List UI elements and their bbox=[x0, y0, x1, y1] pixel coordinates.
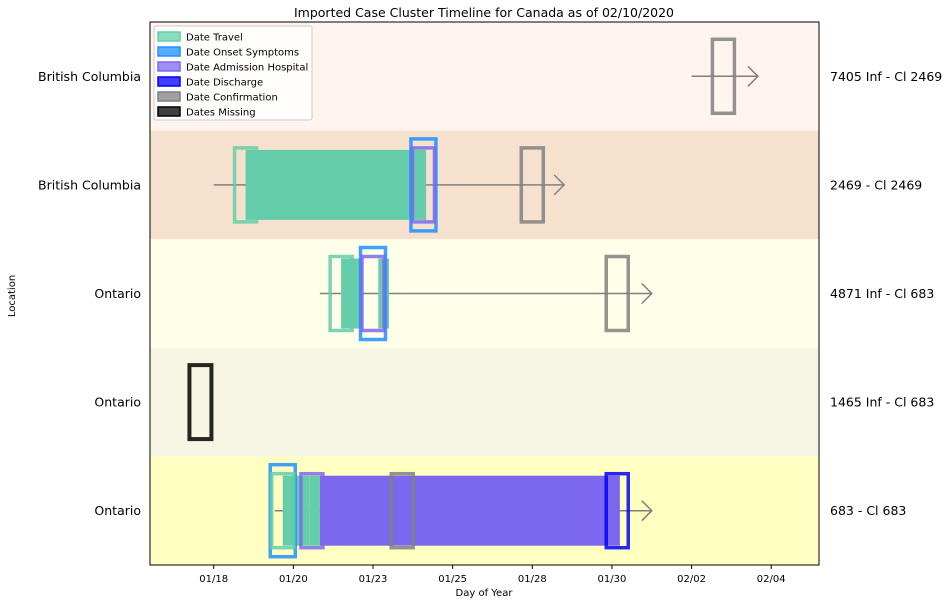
marker-discharge bbox=[604, 471, 630, 550]
marker-admission bbox=[299, 471, 325, 550]
legend: Date Travel Date Onset Symptoms Date Admis… bbox=[153, 25, 313, 121]
x-tick-label: 02/04 bbox=[757, 574, 786, 585]
legend-swatch-travel bbox=[157, 31, 181, 42]
row-cluster-label: 4871 Inf - Cl 683 bbox=[830, 286, 934, 301]
row-cluster-label: 683 - Cl 683 bbox=[830, 503, 906, 518]
timeline-bar-travel bbox=[309, 475, 320, 546]
x-axis: 01/18 01/20 01/23 01/25 01/28 01/30 02/02 02/04 bbox=[199, 565, 786, 585]
x-tick-label: 01/18 bbox=[199, 574, 228, 585]
legend-swatch-discharge bbox=[157, 76, 181, 87]
marker-travel bbox=[232, 146, 259, 224]
legend-label-discharge: Date Discharge bbox=[186, 78, 263, 89]
timeline-arrow-head bbox=[641, 282, 653, 305]
marker-confirmation bbox=[604, 254, 630, 333]
row-marks bbox=[213, 137, 566, 233]
timeline-arrow-head bbox=[553, 174, 566, 196]
x-tick-label: 01/23 bbox=[359, 574, 388, 585]
marker-confirmation bbox=[519, 146, 546, 224]
legend-swatch-onset bbox=[157, 46, 181, 57]
marker-confirmation bbox=[389, 471, 415, 550]
x-tick-label: 02/02 bbox=[677, 574, 706, 585]
timeline-arrow-head bbox=[641, 500, 653, 522]
marker-missing bbox=[187, 363, 214, 442]
row-marks bbox=[187, 363, 214, 442]
row-labels: British Columbia 7405 Inf - Cl 2469 Britis… bbox=[38, 69, 942, 518]
row-location-label: Ontario bbox=[94, 286, 141, 301]
legend-label-travel: Date Travel bbox=[186, 33, 243, 44]
y-axis-label: Location bbox=[7, 275, 18, 317]
chart-title: Imported Case Cluster Timeline for Canad… bbox=[294, 5, 674, 20]
row-marks bbox=[319, 245, 653, 342]
legend-label-confirmation: Date Confirmation bbox=[186, 93, 278, 104]
legend-swatch-missing bbox=[157, 106, 181, 117]
x-tick-label: 01/28 bbox=[518, 574, 547, 585]
x-tick-label: 01/30 bbox=[598, 574, 627, 585]
row-cluster-label: 1465 Inf - Cl 683 bbox=[830, 395, 934, 410]
row-marks bbox=[268, 462, 653, 559]
legend-swatch-admission bbox=[157, 61, 181, 72]
row-band bbox=[150, 347, 819, 457]
timeline-bar-travel bbox=[245, 149, 427, 220]
marker-admission bbox=[360, 254, 386, 333]
timeline-marks bbox=[187, 37, 760, 559]
legend-label-onset: Date Onset Symptoms bbox=[186, 48, 299, 59]
row-location-label: Ontario bbox=[94, 395, 141, 410]
legend-label-admission: Date Admission Hospital bbox=[186, 63, 308, 74]
row-cluster-label: 7405 Inf - Cl 2469 bbox=[830, 69, 942, 84]
timeline-arrow-head bbox=[747, 65, 760, 87]
marker-travel bbox=[328, 254, 354, 333]
x-tick-label: 01/20 bbox=[279, 574, 308, 585]
marker-admission bbox=[410, 146, 437, 224]
timeline-bar-admission bbox=[319, 475, 620, 546]
plot-frame bbox=[149, 21, 820, 566]
marker-travel bbox=[269, 471, 296, 550]
row-location-label: British Columbia bbox=[38, 69, 141, 84]
legend-label-missing: Dates Missing bbox=[186, 108, 256, 119]
row-marks bbox=[691, 37, 760, 116]
x-axis-label: Day of Year bbox=[456, 588, 514, 599]
legend-box bbox=[153, 25, 313, 121]
legend-swatch-confirmation bbox=[157, 91, 181, 102]
row-cluster-label: 2469 - Cl 2469 bbox=[830, 177, 922, 192]
marker-confirmation bbox=[710, 37, 737, 116]
row-location-label: Ontario bbox=[94, 503, 141, 518]
x-tick-label: 01/25 bbox=[438, 574, 467, 585]
row-location-label: British Columbia bbox=[38, 177, 141, 192]
